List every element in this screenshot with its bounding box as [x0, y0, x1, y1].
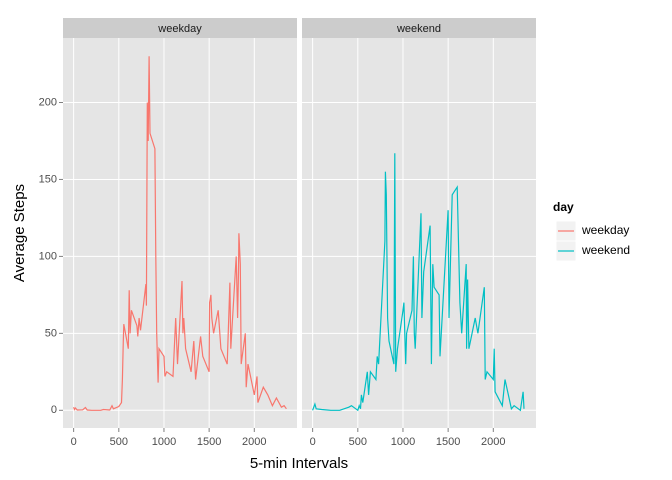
x-tick-label: 1500	[197, 436, 221, 448]
y-tick-label: 200	[39, 96, 57, 108]
x-tick-label: 1000	[152, 436, 176, 448]
y-tick-label: 150	[39, 173, 57, 185]
panel	[302, 38, 536, 428]
strip-label: weekday	[157, 23, 202, 35]
x-tick-label: 0	[310, 436, 316, 448]
x-tick-label: 1500	[436, 436, 460, 448]
y-tick-label: 100	[39, 250, 57, 262]
x-tick-label: 2000	[481, 436, 505, 448]
legend-label: weekday	[581, 223, 629, 237]
y-axis-title: Average Steps	[11, 184, 28, 282]
strip	[302, 18, 536, 38]
y-tick-label: 0	[51, 404, 57, 416]
x-tick-label: 2000	[242, 436, 266, 448]
x-tick-label: 500	[110, 436, 128, 448]
x-tick-label: 0	[71, 436, 77, 448]
line	[73, 56, 287, 411]
panel	[63, 38, 297, 428]
legend-label: weekend	[581, 243, 630, 257]
x-tick-label: 500	[349, 436, 367, 448]
x-tick-label: 1000	[391, 436, 415, 448]
strip	[63, 18, 297, 38]
legend-title: day	[553, 200, 574, 214]
strip-label: weekend	[396, 23, 441, 35]
y-tick-label: 50	[45, 327, 57, 339]
x-axis-title: 5-min Intervals	[250, 455, 348, 472]
line	[312, 153, 525, 412]
